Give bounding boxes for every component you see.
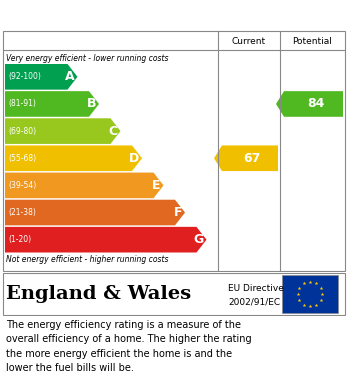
Text: (81-91): (81-91) [8, 99, 36, 108]
Text: (92-100): (92-100) [8, 72, 41, 81]
Polygon shape [5, 227, 206, 253]
Text: 2002/91/EC: 2002/91/EC [228, 298, 280, 307]
Text: EU Directive: EU Directive [228, 284, 284, 293]
Text: England & Wales: England & Wales [6, 285, 191, 303]
Bar [282, 275, 338, 313]
Text: G: G [193, 233, 204, 246]
Polygon shape [5, 145, 142, 171]
Text: D: D [129, 152, 139, 165]
Text: Potential: Potential [293, 36, 332, 45]
Text: (55-68): (55-68) [8, 154, 36, 163]
Text: The energy efficiency rating is a measure of the
overall efficiency of a home. T: The energy efficiency rating is a measur… [6, 320, 252, 373]
Polygon shape [5, 118, 120, 144]
Polygon shape [214, 145, 278, 171]
Polygon shape [5, 91, 99, 117]
Text: (1-20): (1-20) [8, 235, 31, 244]
Polygon shape [5, 172, 164, 198]
Text: Very energy efficient - lower running costs: Very energy efficient - lower running co… [6, 54, 168, 63]
Text: A: A [65, 70, 74, 83]
Text: Current: Current [232, 36, 266, 45]
Polygon shape [276, 91, 343, 117]
Text: C: C [108, 125, 118, 138]
Text: Energy Efficiency Rating: Energy Efficiency Rating [10, 7, 232, 23]
Polygon shape [5, 64, 78, 90]
Text: 67: 67 [243, 152, 261, 165]
Text: (21-38): (21-38) [8, 208, 36, 217]
Text: (69-80): (69-80) [8, 127, 36, 136]
Text: 84: 84 [307, 97, 324, 111]
Text: E: E [152, 179, 160, 192]
Text: (39-54): (39-54) [8, 181, 36, 190]
Text: F: F [174, 206, 182, 219]
Polygon shape [5, 200, 185, 225]
Text: B: B [87, 97, 96, 111]
Text: Not energy efficient - higher running costs: Not energy efficient - higher running co… [6, 255, 168, 264]
